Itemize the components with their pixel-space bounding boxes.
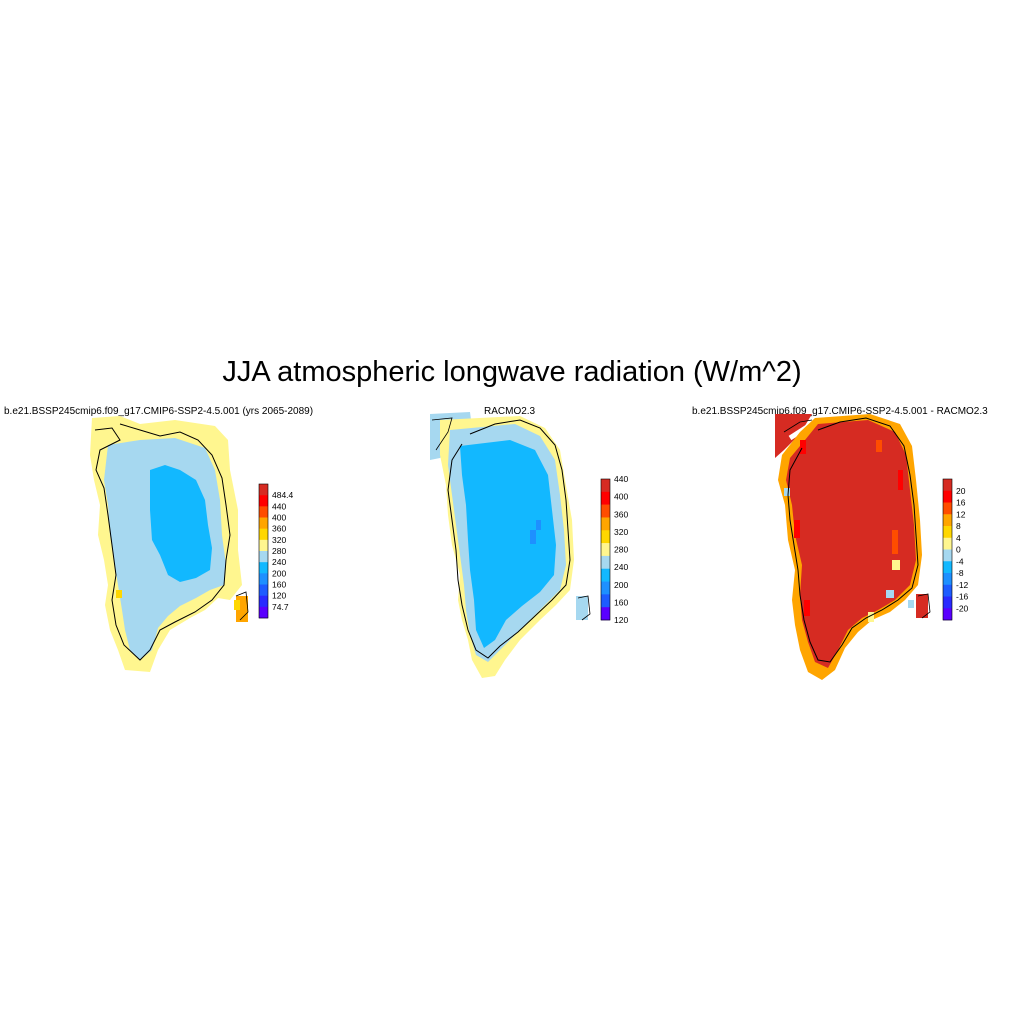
panel-title-diff: b.e21.BSSP245cmip6.f09_g17.CMIP6-SSP2-4.…: [692, 406, 988, 417]
map-obs: [430, 412, 591, 678]
colorbar-tick-label: 484.4: [272, 490, 294, 500]
figure-title: JJA atmospheric longwave radiation (W/m^…: [222, 356, 802, 388]
colorbar-swatch: [943, 573, 952, 586]
panel-title-model: b.e21.BSSP245cmip6.f09_g17.CMIP6-SSP2-4.…: [4, 406, 314, 417]
colorbar-tick-label: 120: [272, 591, 286, 601]
colorbar-swatch: [259, 551, 268, 563]
colorbar-tick-label: -4: [956, 556, 964, 566]
colorbar-frame: [258, 483, 269, 619]
colorbar-tick-label: -8: [956, 568, 964, 578]
colorbar-swatch: [601, 607, 610, 621]
map-diff: [775, 414, 931, 680]
colorbar-swatch: [601, 530, 610, 544]
colorbar-tick-label: 240: [272, 557, 286, 567]
colorbar-swatch: [943, 584, 952, 597]
colorbar-tick-label: 200: [614, 580, 628, 590]
colorbar-frame: [600, 478, 611, 621]
colorbar-frame: [942, 478, 953, 621]
colorbar-tick-label: 160: [614, 597, 628, 607]
colorbar-swatch: [943, 526, 952, 539]
colorbar-tick-label: 360: [614, 509, 628, 519]
colorbar-tick-label: 0: [956, 545, 961, 555]
colorbar-swatch: [943, 561, 952, 574]
colorbar-tick-label: 320: [272, 535, 286, 545]
colorbar-tick-label: 16: [956, 498, 966, 508]
colorbar-tick-label: 160: [272, 580, 286, 590]
colorbar-tick-label: 280: [272, 546, 286, 556]
colorbar-tick-label: 8: [956, 521, 961, 531]
colorbar-swatch: [259, 484, 268, 496]
colorbar-tick-label: 74.7: [272, 602, 289, 612]
colorbar-tick-label: -12: [956, 580, 969, 590]
colorbar-swatch: [601, 555, 610, 570]
colorbar-swatch: [601, 504, 610, 518]
map-model: [90, 416, 249, 672]
colorbar-swatch: [259, 495, 268, 507]
colorbar-obs: 440 400 360 320 280 240 200 160 120: [600, 474, 628, 625]
colorbar-tick-label: 240: [614, 562, 628, 572]
colorbar-tick-label: -20: [956, 603, 969, 613]
colorbar-swatch: [259, 595, 268, 608]
colorbar-swatch: [259, 562, 268, 574]
colorbar-swatch: [601, 594, 610, 608]
colorbar-swatch: [259, 584, 268, 596]
colorbar-tick-label: 280: [614, 545, 628, 555]
colorbar-swatch: [943, 596, 952, 609]
colorbar-swatch: [601, 581, 610, 595]
colorbar-swatch: [943, 502, 952, 515]
colorbar-tick-label: 120: [614, 615, 628, 625]
colorbar-swatch: [601, 491, 610, 505]
colorbar-swatch: [943, 490, 952, 503]
colorbar-swatch: [259, 506, 268, 518]
colorbar-swatch: [943, 608, 952, 621]
colorbar-swatch: [943, 479, 952, 492]
colorbar-tick-label: 400: [272, 513, 286, 523]
colorbar-tick-label: 320: [614, 527, 628, 537]
colorbar-tick-label: -16: [956, 592, 969, 602]
colorbar-tick-label: 440: [272, 501, 286, 511]
colorbar-tick-label: 440: [614, 474, 628, 484]
colorbar-swatch: [601, 543, 610, 557]
colorbar-tick-label: 4: [956, 533, 961, 543]
panel-title-obs: RACMO2.3: [484, 406, 536, 417]
colorbar-swatch: [259, 573, 268, 585]
colorbar-swatch: [259, 528, 268, 541]
colorbar-swatch: [943, 514, 952, 527]
colorbar-swatch: [259, 606, 268, 619]
colorbar-tick-label: 400: [614, 492, 628, 502]
colorbar-tick-label: 200: [272, 568, 286, 578]
colorbar-tick-label: 360: [272, 524, 286, 534]
colorbar-swatch: [601, 568, 610, 582]
colorbar-tick-label: 12: [956, 509, 966, 519]
colorbar-swatch: [601, 479, 610, 493]
colorbar-swatch: [943, 549, 952, 562]
colorbar-swatch: [259, 539, 268, 552]
colorbar-swatch: [601, 517, 610, 531]
colorbar-swatch: [259, 517, 268, 529]
colorbar-swatch: [943, 537, 952, 550]
colorbar-tick-label: 20: [956, 486, 966, 496]
